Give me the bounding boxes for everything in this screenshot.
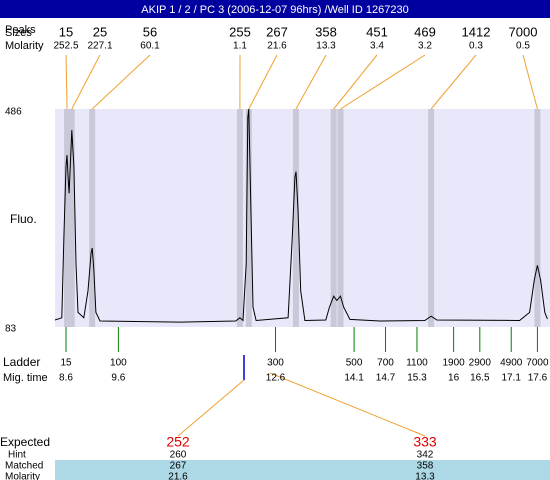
ladder-time: 12.6 (266, 373, 286, 384)
peak-size: 15 (59, 24, 73, 39)
title: AKIP 1 / 2 / PC 3 (2006-12-07 96hrs) /We… (141, 4, 408, 16)
ladder-size: 1900 (442, 358, 465, 369)
hint-label: Hint (8, 450, 26, 461)
expected-molarity: 13.3 (415, 472, 435, 480)
peaks-label: Peaks (5, 24, 36, 36)
ladder-time: 14.7 (376, 373, 396, 384)
y-tick-label: 486 (5, 107, 22, 118)
peak-molarity: 0.3 (469, 41, 483, 52)
ladder-time: 17.1 (502, 373, 522, 384)
peak-molarity: 252.5 (53, 41, 78, 52)
trace (54, 108, 548, 323)
ladder-time: 17.6 (528, 373, 548, 384)
peak-link (340, 54, 426, 110)
peak-size: 1412 (462, 24, 491, 39)
expected-link (177, 379, 245, 437)
peak-size: 451 (366, 24, 388, 39)
peak-molarity: 13.3 (316, 41, 336, 52)
peak-band (330, 109, 337, 327)
ladder-size: 700 (377, 358, 394, 369)
peak-molarity: 60.1 (140, 41, 160, 52)
expected-molarity: 21.6 (168, 472, 188, 480)
peak-band (68, 109, 75, 327)
peak-band (89, 109, 96, 327)
expected-hint: 342 (417, 450, 434, 461)
mig-time-label: Mig. time (3, 372, 48, 384)
peak-band (534, 109, 541, 327)
peak-molarity: 3.2 (418, 41, 432, 52)
expected-matched: 267 (170, 461, 187, 472)
peak-molarity: 0.5 (516, 41, 530, 52)
peak-molarity: 227.1 (87, 41, 112, 52)
peak-band (292, 109, 299, 327)
ladder-label: Ladder (3, 355, 40, 369)
ladder-size: 300 (267, 358, 284, 369)
ladder-time: 15.3 (407, 373, 427, 384)
ladder-time: 16.5 (470, 373, 490, 384)
expected-matched: 358 (417, 461, 434, 472)
matched-band (55, 460, 550, 480)
ladder-size: 15 (60, 358, 72, 369)
ladder-time: 9.6 (111, 373, 125, 384)
molarity-label: Molarity (5, 40, 44, 52)
molarity-row-label: Molarity (5, 472, 40, 480)
peak-link (71, 54, 101, 110)
ladder-size: 7000 (526, 358, 549, 369)
peak-band (428, 109, 435, 327)
plot-area (55, 109, 550, 327)
peak-link (522, 54, 538, 110)
peak-size: 56 (143, 24, 157, 39)
expected-expected: 252 (166, 434, 190, 450)
peak-size: 25 (93, 24, 107, 39)
ladder-size: 4900 (500, 358, 523, 369)
expected-expected: 333 (413, 434, 437, 450)
ladder-size: 500 (346, 358, 363, 369)
peak-link (65, 54, 68, 110)
expected-link (269, 372, 426, 437)
peak-molarity: 1.1 (233, 41, 247, 52)
ladder-time: 8.6 (59, 373, 73, 384)
matched-label: Matched (5, 461, 43, 472)
y-label: Fluo. (10, 212, 37, 226)
peak-size: 358 (315, 24, 337, 39)
peak-link (295, 54, 327, 110)
peak-size: 255 (229, 24, 251, 39)
ladder-size: 2900 (469, 358, 492, 369)
ladder-time: 16 (448, 373, 460, 384)
ladder-size: 100 (110, 358, 127, 369)
peak-link (333, 54, 378, 110)
peak-molarity: 3.4 (370, 41, 384, 52)
expected-label: Expected (0, 435, 50, 449)
ladder-time: 14.1 (344, 373, 364, 384)
peak-band (236, 109, 243, 327)
title-bar (0, 0, 550, 18)
peak-link (248, 54, 278, 110)
peak-size: 7000 (509, 24, 538, 39)
peak-link (91, 54, 151, 110)
peak-band (64, 109, 71, 327)
peak-band (337, 109, 344, 327)
peak-band (245, 109, 252, 327)
peak-link (430, 54, 477, 110)
peak-size: 469 (414, 24, 436, 39)
y-tick-label: 83 (5, 324, 17, 335)
ladder-size: 1100 (406, 358, 428, 369)
peak-molarity: 21.6 (267, 41, 287, 52)
sizes-label: Sizes (5, 27, 32, 39)
expected-hint: 260 (170, 450, 187, 461)
peak-size: 267 (266, 24, 288, 39)
